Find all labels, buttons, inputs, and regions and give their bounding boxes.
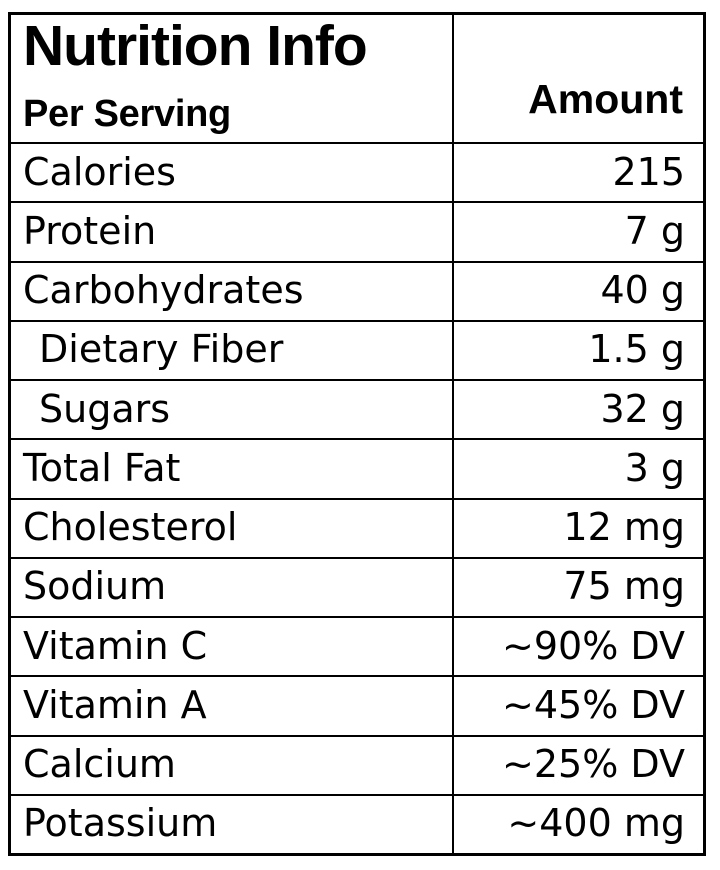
nutrient-value: ~45% DV xyxy=(454,675,703,734)
nutrient-value: 32 g xyxy=(454,379,703,438)
nutrient-amount-text: 12 mg xyxy=(563,505,685,550)
nutrient-amount-text: ~25% DV xyxy=(502,742,685,787)
nutrient-name-text: Total Fat xyxy=(23,445,181,490)
nutrient-label: Dietary Fiber xyxy=(11,319,454,379)
table-subtitle: Per Serving xyxy=(23,93,231,135)
nutrient-amount-text: 7 g xyxy=(624,208,685,253)
nutrient-name-text: Sodium xyxy=(23,564,167,609)
nutrient-name-text: Dietary Fiber xyxy=(39,327,284,372)
nutrient-name-text: Potassium xyxy=(23,801,218,846)
header-title-cell: Nutrition Info Per Serving xyxy=(11,15,454,142)
nutrient-value: ~90% DV xyxy=(454,616,703,675)
nutrient-name-text: Carbohydrates xyxy=(23,268,304,313)
nutrient-amount-text: 75 mg xyxy=(563,564,685,609)
nutrient-amount-text: ~400 mg xyxy=(507,801,685,846)
nutrient-label: Calcium xyxy=(11,734,454,794)
nutrient-value: 215 xyxy=(454,142,703,201)
nutrient-amount-text: ~90% DV xyxy=(502,623,685,668)
amount-header-text: Amount xyxy=(528,76,683,122)
nutrient-amount-text: 3 g xyxy=(624,445,685,490)
nutrient-label: Vitamin A xyxy=(11,675,454,735)
nutrient-label: Protein xyxy=(11,201,454,261)
nutrient-amount-text: 215 xyxy=(612,149,685,194)
nutrient-value: 40 g xyxy=(454,260,703,320)
nutrient-name-text: Calories xyxy=(23,149,176,194)
nutrient-label: Calories xyxy=(11,142,454,202)
nutrition-table: Nutrition Info Per Serving Amount Calori… xyxy=(8,12,706,856)
nutrient-label: Carbohydrates xyxy=(11,260,454,320)
table-title: Nutrition Info xyxy=(23,15,368,78)
nutrient-name-text: Protein xyxy=(23,208,157,253)
nutrient-amount-text: 1.5 g xyxy=(588,327,685,372)
nutrient-amount-text: 40 g xyxy=(600,268,685,313)
nutrient-name-text: Sugars xyxy=(39,386,171,431)
nutrient-name-text: Calcium xyxy=(23,742,176,787)
nutrient-value: 7 g xyxy=(454,201,703,260)
nutrient-value: ~25% DV xyxy=(454,734,703,794)
nutrient-value: 3 g xyxy=(454,438,703,497)
nutrient-label: Potassium xyxy=(11,793,454,853)
nutrient-value: 75 mg xyxy=(454,556,703,616)
nutrient-value: 12 mg xyxy=(454,497,703,557)
nutrient-amount-text: 32 g xyxy=(600,386,685,431)
nutrient-name-text: Vitamin C xyxy=(23,623,208,668)
nutrient-amount-text: ~45% DV xyxy=(502,682,685,727)
nutrient-label: Total Fat xyxy=(11,438,454,498)
nutrient-label: Cholesterol xyxy=(11,497,454,557)
nutrient-label: Sugars xyxy=(11,379,454,439)
nutrient-label: Sodium xyxy=(11,556,454,616)
nutrient-name-text: Cholesterol xyxy=(23,505,238,550)
amount-column-header: Amount xyxy=(454,15,703,142)
nutrient-value: 1.5 g xyxy=(454,319,703,379)
nutrient-label: Vitamin C xyxy=(11,616,454,676)
nutrient-value: ~400 mg xyxy=(454,793,703,853)
nutrient-name-text: Vitamin A xyxy=(23,682,207,727)
